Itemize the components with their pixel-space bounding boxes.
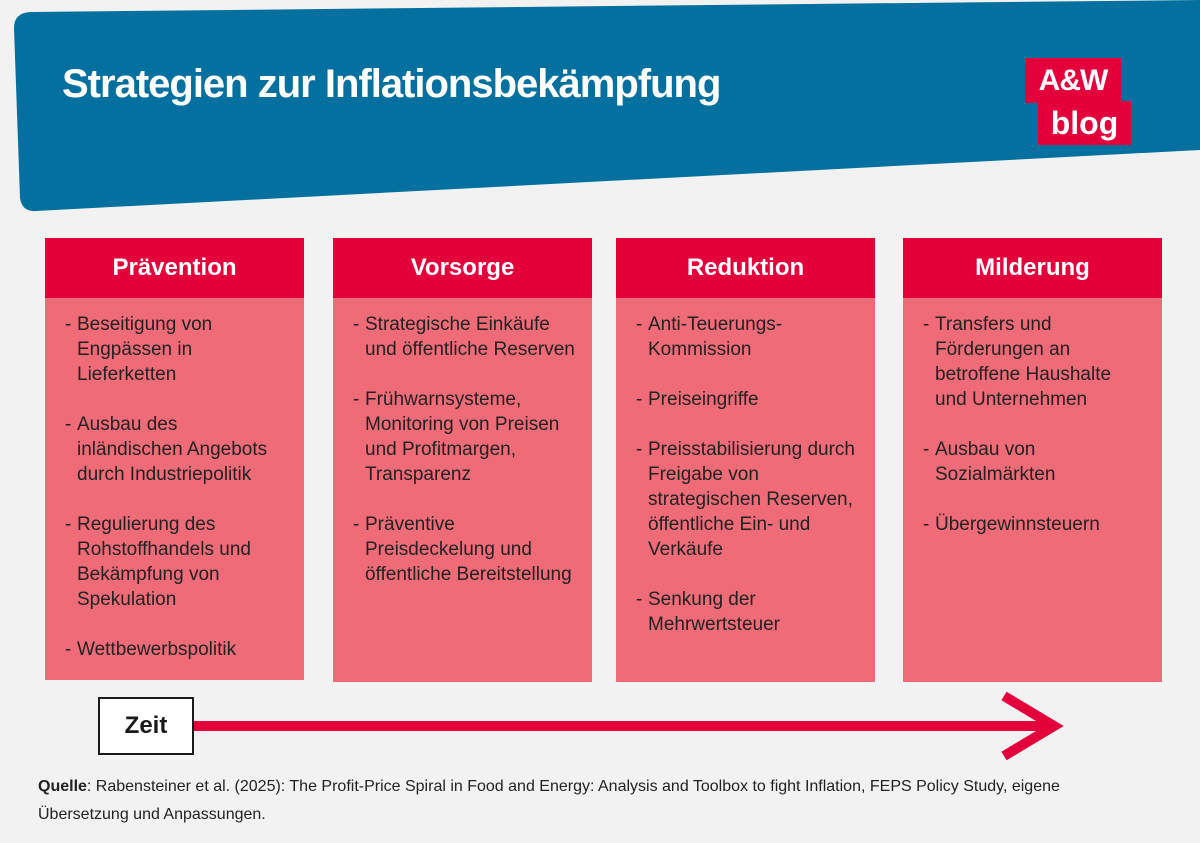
list-item: - Transfers und Förderungen an betroffene… <box>923 314 1112 410</box>
list-item: - Preisstabilisierung durch Freigabe von … <box>636 439 855 560</box>
column-reduktion: Reduktion - Anti-Teuerungs-Kommission - Pr… <box>616 238 875 682</box>
banner-shape <box>14 0 1200 212</box>
list-item: - Frühwarnsysteme, Monitoring von Preisen… <box>353 389 560 485</box>
list-item: - Anti-Teuerungs-Kommission <box>636 314 783 360</box>
source-text: : Rabensteiner et al. (2025): The Profit… <box>38 778 1060 823</box>
list-item: - Präventive Preisdeckelung und öffentlic… <box>353 514 572 585</box>
logo-blog: blog <box>1038 101 1131 145</box>
list-item: - Wettbewerbspolitik <box>65 639 237 660</box>
column-praevention: Prävention - Beseitigung von Engpässen in… <box>45 238 304 680</box>
list-item: - Preiseingriffe <box>636 389 759 410</box>
timeline-arrow-icon <box>194 691 1064 761</box>
column-body: - Anti-Teuerungs-Kommission - Preiseingrif… <box>616 298 875 682</box>
time-label: Zeit <box>124 712 168 739</box>
column-milderung: Milderung - Transfers und Förderungen an … <box>903 238 1162 682</box>
column-heading: Vorsorge <box>333 238 592 298</box>
source-label: Quelle <box>38 778 87 795</box>
column-body: - Beseitigung von Engpässen in Lieferkett… <box>45 298 304 680</box>
column-heading: Prävention <box>45 238 304 298</box>
list-item: - Ausbau von Sozialmärkten <box>923 439 1056 485</box>
list-item: - Regulierung des Rohstoffhandels und Bek… <box>65 514 251 610</box>
header-banner: Strategien zur Inflationsbekämpfung <box>0 0 1200 220</box>
column-heading: Milderung <box>903 238 1162 298</box>
list-item: - Übergewinnsteuern <box>923 514 1100 535</box>
aw-blog-logo: A&W blog <box>1025 58 1135 148</box>
column-body: - Transfers und Förderungen an betroffene… <box>903 298 1162 682</box>
list-item: - Strategische Einkäufe und öffentliche R… <box>353 314 575 360</box>
column-heading: Reduktion <box>616 238 875 298</box>
list-item: - Beseitigung von Engpässen in Lieferkett… <box>65 314 213 385</box>
list-item: - Senkung der Mehrwertsteuer <box>636 589 780 635</box>
column-body: - Strategische Einkäufe und öffentliche R… <box>333 298 592 682</box>
source-note: Quelle: Rabensteiner et al. (2025): The … <box>38 773 1148 829</box>
time-label-box: Zeit <box>98 697 194 755</box>
list-item: - Ausbau des inländischen Angebots durch … <box>65 414 268 485</box>
page-title: Strategien zur Inflationsbekämpfung <box>62 62 721 106</box>
column-vorsorge: Vorsorge - Strategische Einkäufe und öffe… <box>333 238 592 682</box>
logo-aw: A&W <box>1025 58 1121 103</box>
